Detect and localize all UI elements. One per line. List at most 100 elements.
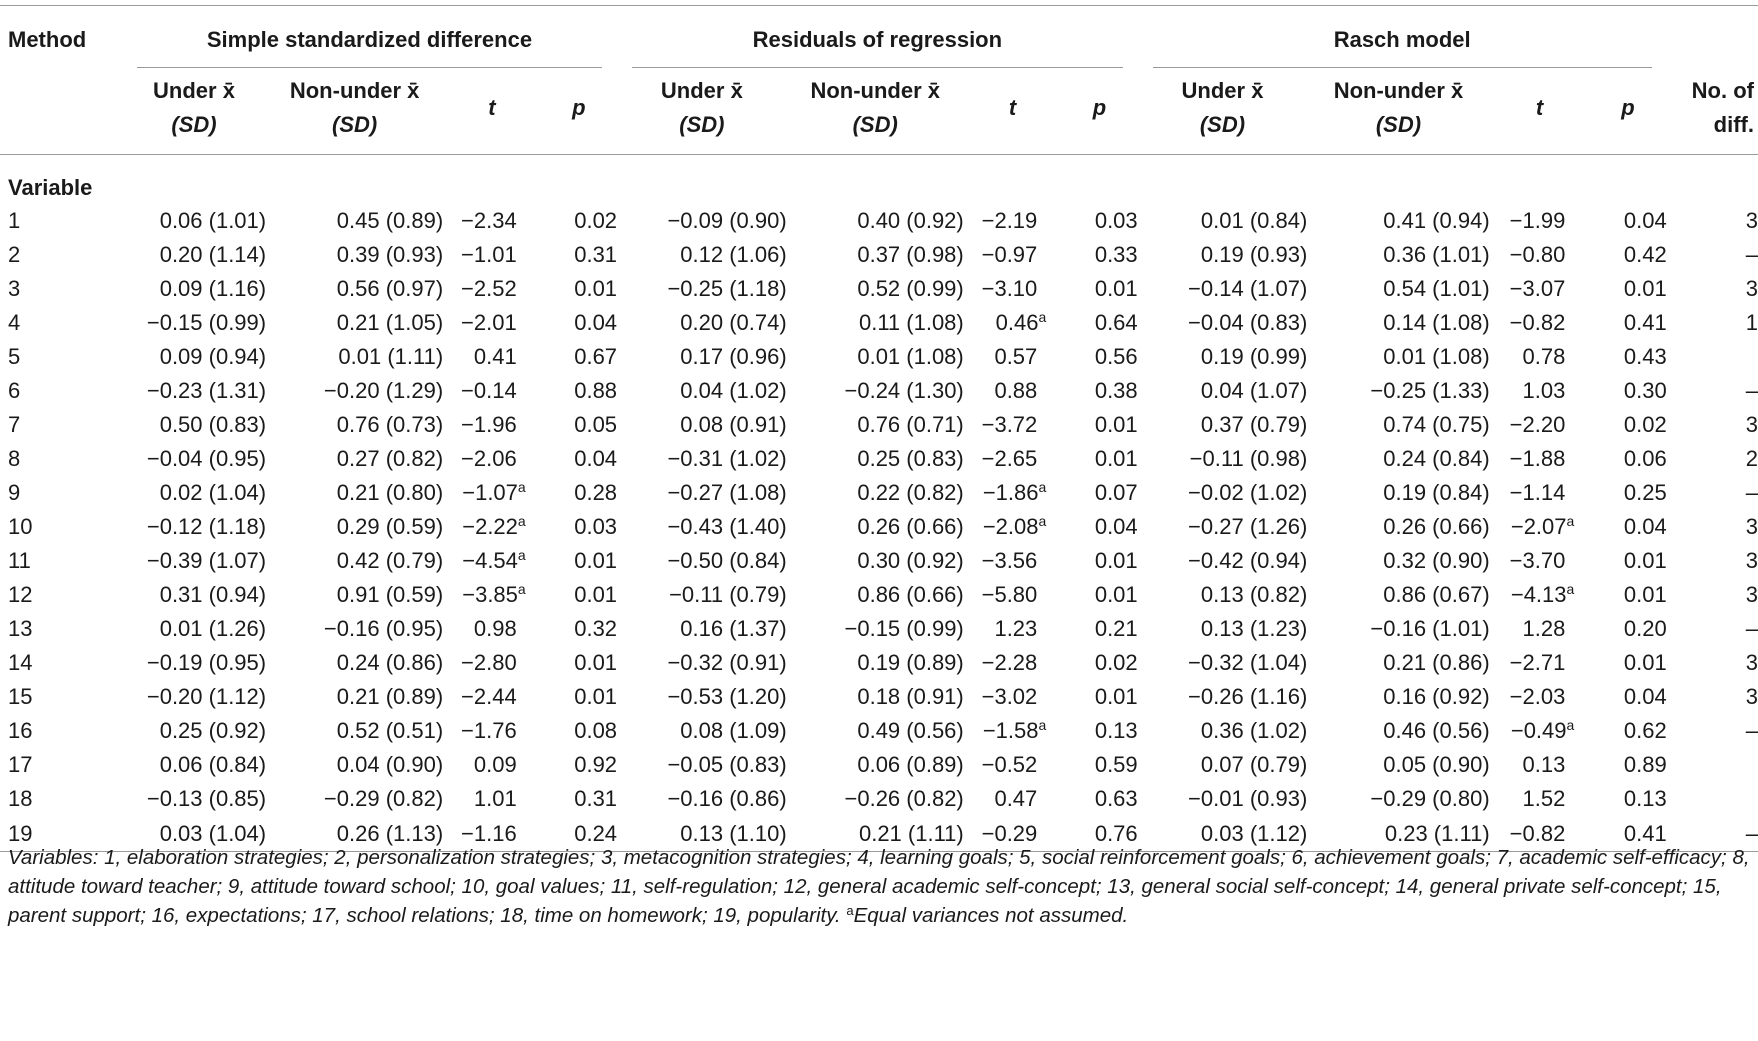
simple-p-cell: 0.01 [541, 578, 617, 612]
simple-under-cell-value: 0.06 (1.01) [159, 208, 267, 233]
residual-t-cell: −3.72 [964, 408, 1062, 442]
table-row: 2 0.20 (1.14) 0.39 (0.93) −1.01 0.31 0.12 (1.… [0, 238, 1758, 272]
nonunder-mean-header-rasch: Non-under x̄ (SD) [1307, 68, 1490, 155]
residual-t-cell: −2.28 [964, 646, 1062, 680]
residual-nonunder-cell-value: 0.52 (0.99) [857, 276, 964, 301]
residual-nonunder-cell: 0.18 (0.91) [787, 680, 963, 714]
residual-under-cell: −0.16 (0.86) [617, 782, 786, 816]
no-of-diff-cell: 3 [1667, 272, 1758, 306]
variable-cell-value: 2 [8, 242, 21, 267]
residual-under-cell-value: 0.04 (1.02) [680, 378, 787, 403]
residual-t-cell: −0.97 [964, 238, 1062, 272]
simple-nonunder-cell-value: 0.39 (0.93) [336, 242, 444, 267]
residual-under-cell-value: −0.43 (1.40) [667, 514, 787, 539]
residual-nonunder-cell-value: 0.19 (0.89) [857, 650, 964, 675]
rasch-p-cell: 0.01 [1589, 272, 1667, 306]
simple-p-cell-value: 0.04 [574, 446, 618, 471]
no-of-diff-cell: 3 [1667, 578, 1758, 612]
rasch-under-cell-value: 0.19 (0.93) [1200, 242, 1308, 267]
residual-p-cell-value: 0.59 [1094, 752, 1138, 777]
rasch-t-cell-value: 1.03 [1522, 378, 1566, 403]
simple-t-cell-value: −1.07 [462, 480, 518, 505]
simple-p-cell: 0.92 [541, 748, 617, 782]
rasch-t-cell: 1.03 [1490, 374, 1590, 408]
unequal-variance-marker: a [517, 479, 526, 495]
rasch-t-cell: 1.28 [1490, 612, 1590, 646]
residual-nonunder-cell: 0.21 (1.11) [786, 816, 964, 852]
rasch-p-cell: 0.62 [1589, 714, 1667, 748]
simple-p-cell-value: 0.01 [574, 684, 618, 709]
rasch-under-cell: 0.36 (1.02) [1138, 714, 1307, 748]
no-of-diff-cell-value: – [1745, 718, 1758, 743]
simple-p-cell: 0.67 [541, 340, 617, 374]
rasch-t-cell: −0.80 [1490, 238, 1590, 272]
simple-t-cell-value: 0.98 [473, 616, 517, 641]
rasch-nonunder-cell-value: 0.24 (0.84) [1383, 446, 1490, 471]
no-of-diff-cell-value: 3 [1745, 684, 1758, 709]
residual-p-cell-value: 0.76 [1094, 820, 1138, 846]
simple-under-cell-value: −0.23 (1.31) [146, 378, 267, 403]
rasch-nonunder-cell: 0.26 (0.66) [1307, 510, 1489, 544]
residual-p-cell-value: 0.04 [1094, 514, 1138, 539]
residual-p-cell: 0.01 [1061, 272, 1138, 306]
residual-p-cell: 0.01 [1061, 544, 1138, 578]
simple-p-cell: 0.28 [541, 476, 617, 510]
simple-under-cell: −0.13 (0.85) [122, 782, 266, 816]
residual-t-cell-value: −2.65 [981, 446, 1038, 471]
rasch-p-cell-value: 0.04 [1623, 684, 1667, 709]
rasch-t-cell-value: −0.49 [1510, 718, 1567, 743]
residual-under-cell-value: −0.31 (1.02) [667, 446, 787, 471]
residual-p-cell: 0.63 [1061, 782, 1138, 816]
residual-t-cell: −0.52 [964, 748, 1062, 782]
no-of-diff-cell-value: – [1745, 242, 1758, 267]
rasch-nonunder-cell-value: 0.32 (0.90) [1383, 548, 1490, 573]
rasch-t-cell-value: 0.13 [1522, 752, 1566, 777]
residual-t-cell-value: −2.28 [981, 650, 1038, 675]
residual-p-cell-value: 0.63 [1094, 786, 1138, 811]
no-of-diff-cell: – [1666, 816, 1758, 852]
residual-p-cell: 0.76 [1061, 816, 1138, 852]
rasch-p-cell: 0.13 [1589, 782, 1667, 816]
residual-t-cell: −2.65 [964, 442, 1062, 476]
simple-p-cell-value: 0.67 [574, 344, 618, 369]
simple-under-cell-value: 0.03 (1.04) [159, 820, 267, 846]
simple-p-cell-value: 0.88 [574, 378, 618, 403]
variable-cell-value: 16 [8, 718, 33, 743]
simple-nonunder-cell: 0.56 (0.97) [266, 272, 443, 306]
rasch-p-cell: 0.41 [1589, 306, 1667, 340]
table-row: 6 −0.23 (1.31) −0.20 (1.29) −0.14 0.88 0.04 (… [0, 374, 1758, 408]
simple-under-cell: 0.31 (0.94) [122, 578, 266, 612]
variable-cell: 8 [0, 442, 122, 476]
simple-p-cell-value: 0.92 [574, 752, 618, 777]
simple-t-cell-value: −2.34 [461, 208, 517, 233]
rasch-nonunder-cell: 0.46 (0.56) [1307, 714, 1489, 748]
variable-cell-value: 7 [8, 412, 21, 437]
no-of-diff-cell: – [1667, 238, 1758, 272]
variable-cell: 14 [0, 646, 122, 680]
residual-t-cell-value: −1.86 [982, 480, 1039, 505]
rasch-nonunder-cell-value: 0.41 (0.94) [1383, 208, 1490, 233]
rasch-under-cell: 0.03 (1.12) [1137, 816, 1308, 852]
footnote-text: Variables: 1, elaboration strategies; 2,… [8, 846, 1750, 927]
residual-p-cell-value: 0.01 [1094, 412, 1138, 437]
simple-t-cell: −1.01 [443, 238, 541, 272]
residual-p-cell: 0.07 [1061, 476, 1138, 510]
group-header-simple: Simple standardized difference [121, 5, 618, 68]
rasch-nonunder-cell: −0.29 (0.80) [1307, 782, 1489, 816]
residual-nonunder-cell-value: 0.22 (0.82) [857, 480, 964, 505]
rasch-t-cell-value: −1.14 [1509, 480, 1566, 505]
rasch-nonunder-cell: 0.23 (1.11) [1307, 816, 1490, 852]
unequal-variance-marker: a [517, 547, 526, 563]
simple-t-cell: −2.22a [443, 510, 541, 544]
simple-under-cell: 0.03 (1.04) [121, 816, 267, 852]
residual-t-cell: −3.56 [964, 544, 1062, 578]
variable-cell: 16 [0, 714, 122, 748]
residual-t-cell: −3.10 [964, 272, 1062, 306]
variable-cell-value: 19 [8, 820, 33, 846]
residual-p-cell-value: 0.13 [1094, 718, 1138, 743]
residual-nonunder-cell-value: 0.01 (1.08) [857, 344, 964, 369]
simple-under-cell-value: −0.15 (0.99) [146, 310, 267, 335]
variable-cell: 2 [0, 238, 122, 272]
simple-p-cell: 0.31 [541, 238, 617, 272]
